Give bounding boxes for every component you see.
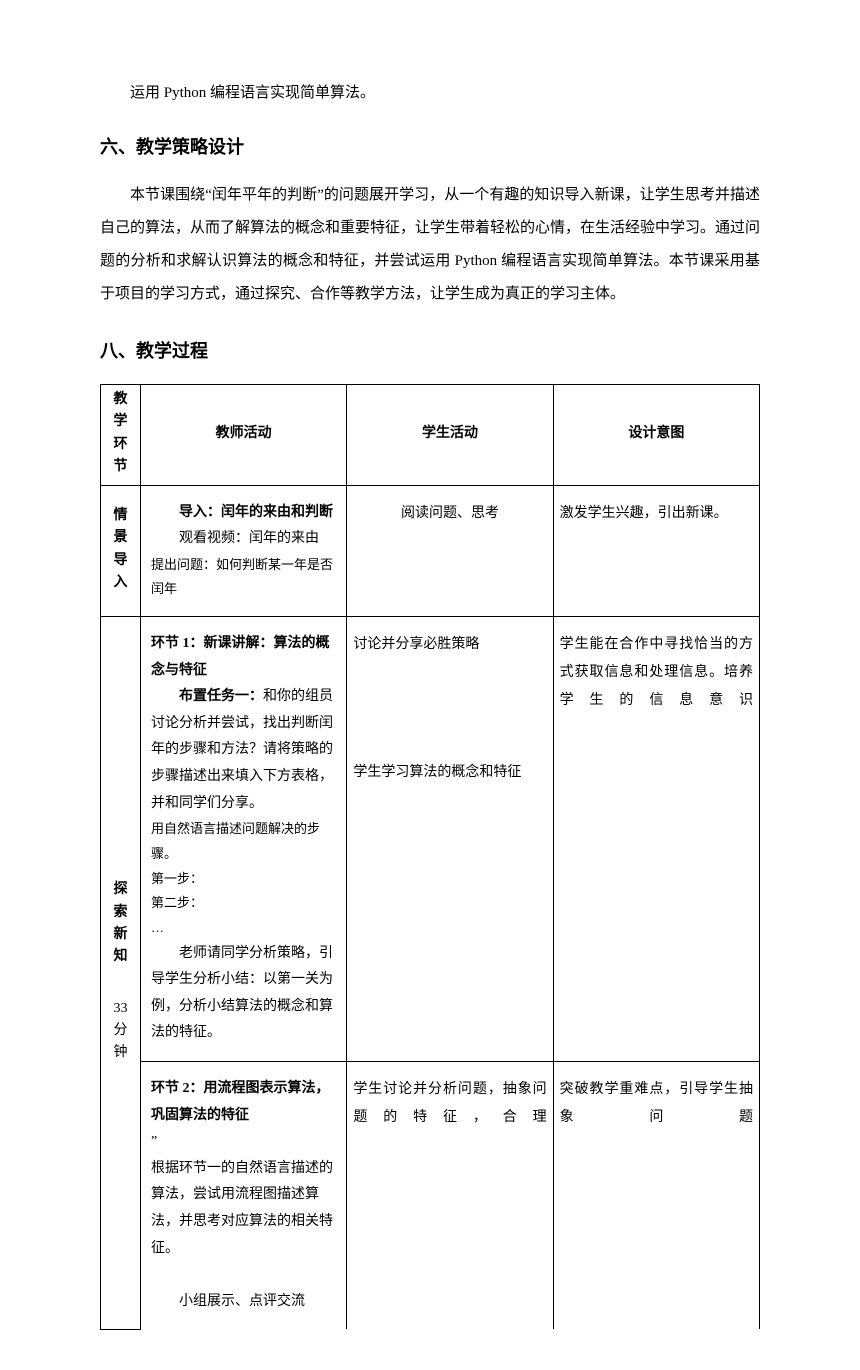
student-part1: 讨论并分享必胜策略 学生学习算法的概念和特征 (347, 617, 553, 1062)
part1-step1: 第一步： (151, 867, 336, 892)
part1-task: 布置任务一：和你的组员讨论分析并尝试，找出判断闰年的步骤和方法？请将策略的步骤描… (151, 684, 336, 817)
header-intent: 设计意图 (553, 384, 759, 485)
table-row: 情景导入 导入：闰年的来由和判断 观看视频：闰年的来由 提出问题：如何判断某一年… (101, 485, 760, 617)
part2-title: 环节 2：用流程图表示算法，巩固算法的特征 (151, 1076, 336, 1129)
part2-show: 小组展示、点评交流 (151, 1289, 336, 1316)
teacher-intro: 导入：闰年的来由和判断 观看视频：闰年的来由 提出问题：如何判断某一年是否闰年 (141, 485, 347, 617)
section6-heading: 六、教学策略设计 (100, 131, 760, 163)
part2-quote: ” (151, 1129, 336, 1156)
student-part1-p2: 学生学习算法的概念和特征 (353, 759, 546, 787)
part1-task-text: 和你的组员讨论分析并尝试，找出判断闰年的步骤和方法？请将策略的步骤描述出来填入下… (151, 689, 333, 810)
student-part2: 学生讨论并分析问题，抽象问题的特征，合理 (347, 1062, 553, 1330)
intro-line2: 提出问题：如何判断某一年是否闰年 (151, 553, 336, 602)
part1-ellipsis: … (151, 916, 336, 941)
part2-text: 根据环节一的自然语言描述的算法，尝试用流程图描述算法，并思考对应算法的相关特征。 (151, 1156, 336, 1262)
intent-intro: 激发学生兴趣，引出新课。 (553, 485, 759, 617)
table-row: 环节 2：用流程图表示算法，巩固算法的特征 ” 根据环节一的自然语言描述的算法，… (101, 1062, 760, 1330)
intro-line: 运用 Python 编程语言实现简单算法。 (100, 80, 760, 107)
intro-line1: 观看视频：闰年的来由 (151, 526, 336, 553)
section8-heading: 八、教学过程 (100, 335, 760, 367)
stage-explore-time: 33分钟 (114, 998, 128, 1065)
header-stage: 教学环节 (101, 384, 141, 485)
section6-paragraph: 本节课围绕“闰年平年的判断”的问题展开学习，从一个有趣的知识导入新课，让学生思考… (100, 179, 760, 311)
student-intro: 阅读问题、思考 (347, 485, 553, 617)
intro-title: 导入：闰年的来由和判断 (151, 500, 336, 527)
table-row: 探索新知 33分钟 环节 1：新课讲解：算法的概念与特征 布置任务一：和你的组员… (101, 617, 760, 1062)
part1-summary: 老师请同学分析策略，引导学生分析小结：以第一关为例，分析小结算法的概念和算法的特… (151, 941, 336, 1047)
teaching-process-table: 教学环节 教师活动 学生活动 设计意图 情景导入 导入：闰年的来由和判断 观看视… (100, 384, 760, 1330)
stage-explore: 探索新知 33分钟 (101, 617, 141, 1330)
stage-intro: 情景导入 (101, 485, 141, 617)
part1-title: 环节 1：新课讲解：算法的概念与特征 (151, 631, 336, 684)
part1-desc: 用自然语言描述问题解决的步骤。 (151, 817, 336, 866)
intent-part2: 突破教学重难点，引导学生抽象问题 (553, 1062, 759, 1330)
part1-task-label: 布置任务一： (151, 689, 263, 704)
part1-step2: 第二步： (151, 891, 336, 916)
intent-part1: 学生能在合作中寻找恰当的方式获取信息和处理信息。培养学生的信息意识 (553, 617, 759, 1062)
student-part1-p1: 讨论并分享必胜策略 (353, 631, 546, 659)
header-teacher: 教师活动 (141, 384, 347, 485)
header-student: 学生活动 (347, 384, 553, 485)
table-header-row: 教学环节 教师活动 学生活动 设计意图 (101, 384, 760, 485)
teacher-part2: 环节 2：用流程图表示算法，巩固算法的特征 ” 根据环节一的自然语言描述的算法，… (141, 1062, 347, 1330)
stage-explore-label: 探索新知 (114, 879, 128, 969)
teacher-part1: 环节 1：新课讲解：算法的概念与特征 布置任务一：和你的组员讨论分析并尝试，找出… (141, 617, 347, 1062)
